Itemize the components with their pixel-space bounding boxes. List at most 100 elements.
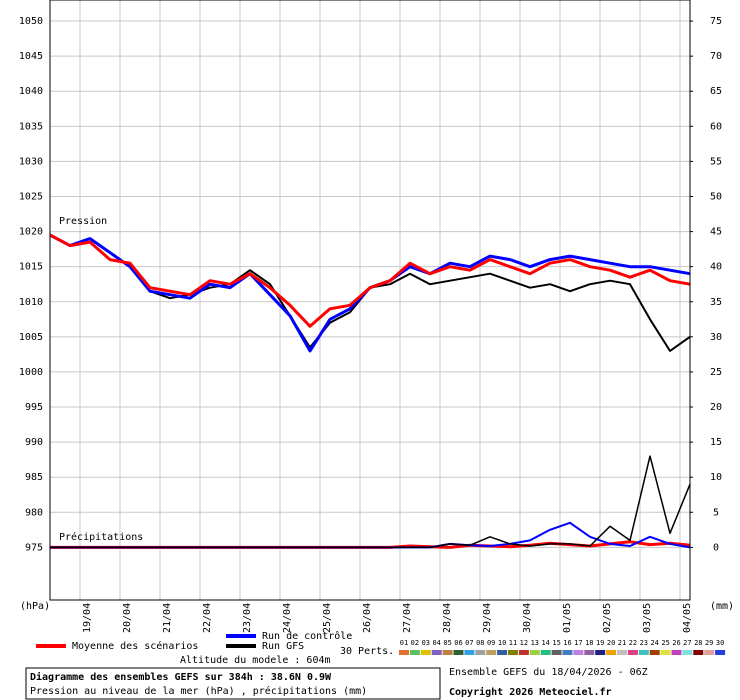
data-line [50,455,691,549]
perturbation-number: 09 [487,639,495,647]
x-tick-label: 03/05 [642,603,653,633]
perturbation-swatch [638,650,649,655]
grid [50,0,690,600]
x-tick-label: 20/04 [122,603,133,633]
perturbation-number: 23 [640,639,648,647]
perturbation-swatch [627,650,638,655]
perturbation-number: 27 [683,639,691,647]
y2-tick-label: 35 [710,297,722,308]
x-tick-label: 22/04 [202,603,213,633]
perturbation-number: 22 [629,639,637,647]
x-tick-label: 27/04 [402,603,413,633]
y-tick-label: 1015 [19,262,43,273]
perturbation-swatch [573,650,584,655]
perturbation-number: 16 [563,639,571,647]
data-line [49,233,691,328]
perturbation-number: 29 [705,639,713,647]
y-axis-label: (hPa) [20,601,50,612]
perturbation-number: 13 [531,639,539,647]
altitude: Altitude du modele : 604m [180,655,331,666]
perturbation-number: 06 [454,639,462,647]
x-tick-label: 19/04 [82,603,93,633]
y2-tick-label: 60 [710,121,722,132]
perturbation-number: 12 [520,639,528,647]
perturbation-number: 10 [498,639,506,647]
perturbation-number: 21 [618,639,626,647]
copyright: Copyright 2026 Meteociel.fr [449,686,612,698]
perturbation-number: 07 [465,639,473,647]
subtitle: Pression au niveau de la mer (hPa) , pré… [30,685,367,697]
perturbation-swatch [704,650,715,655]
perturbation-number: 26 [672,639,680,647]
perturbation-number: 30 [716,639,724,647]
perturbation-swatch [682,650,693,655]
y2-tick-label: 50 [710,191,722,202]
perturbation-swatch [617,650,627,655]
y-tick-label: 1020 [19,227,43,238]
y-tick-label: 990 [25,437,43,448]
y-tick-label: 1050 [19,16,43,27]
y2-tick-label: 25 [710,367,722,378]
perturbation-swatch [595,650,606,655]
y2-tick-label: 10 [710,472,722,483]
perturbation-number: 11 [509,639,517,647]
perturbation-swatch [497,650,508,655]
y2-tick-label: 15 [710,437,722,448]
perturbation-swatch [518,650,529,655]
perturbation-swatch [562,650,573,655]
perturbation-swatch [409,650,420,655]
perturbation-swatch [693,650,704,655]
y2-tick-label: 70 [710,51,722,62]
perturbation-number: 14 [541,639,549,647]
plot-frame [49,0,691,601]
y2-tick-label: 40 [710,262,722,273]
x-tick-label: 23/04 [242,603,253,633]
perturbation-swatch [551,650,562,655]
perturbation-swatch [442,650,453,655]
perturbation-number: 24 [650,639,658,647]
x-tick-label: 04/05 [682,603,693,633]
perturbation-swatch [715,650,726,655]
y-tick-label: 1030 [19,156,43,167]
perturbation-swatch [529,650,540,655]
perturbation-number: 01 [400,639,408,647]
perturbation-number: 18 [585,639,593,647]
x-tick-label: 02/05 [602,603,613,633]
pressure-label: Pression [59,216,107,227]
perturbation-swatch [399,650,409,655]
perturbation-number: 02 [411,639,419,647]
perturbation-number: 05 [443,639,451,647]
y-tick-label: 1005 [19,332,43,343]
x-tick-label: 26/04 [362,603,373,633]
perturbation-swatch [486,650,497,655]
perturbation-swatch [475,650,486,655]
y-tick-label: 1045 [19,51,43,62]
perturbation-number: 15 [552,639,560,647]
y2-axis-label: (mm) [710,601,734,612]
legend-label: Run GFS [262,641,304,652]
plot-lines [49,233,691,549]
y-tick-label: 980 [25,507,43,518]
perturbation-number: 19 [596,639,604,647]
perturbation-number: 28 [694,639,702,647]
y2-tick-label: 20 [710,402,722,413]
x-tick-label: 21/04 [162,603,173,633]
x-tick-label: 01/05 [562,603,573,633]
legend-label: Run de contrôle [262,630,352,642]
run-info: Ensemble GEFS du 18/04/2026 - 06Z [449,667,648,678]
y2-tick-label: 75 [710,16,722,27]
perturbations-label: 30 Perts. [340,646,394,657]
perturbation-number: 20 [607,639,615,647]
perturbation-swatch [508,650,518,655]
y2-tick-label: 55 [710,156,722,167]
y-tick-label: 1025 [19,191,43,202]
y2-tick-label: 45 [710,227,722,238]
perturbation-swatch [540,650,551,655]
title: Diagramme des ensembles GEFS sur 384h : … [30,671,332,683]
y-tick-label: 1000 [19,367,43,378]
perturbation-number: 03 [422,639,430,647]
perturbation-swatch [464,650,475,655]
perturbation-number: 08 [476,639,484,647]
